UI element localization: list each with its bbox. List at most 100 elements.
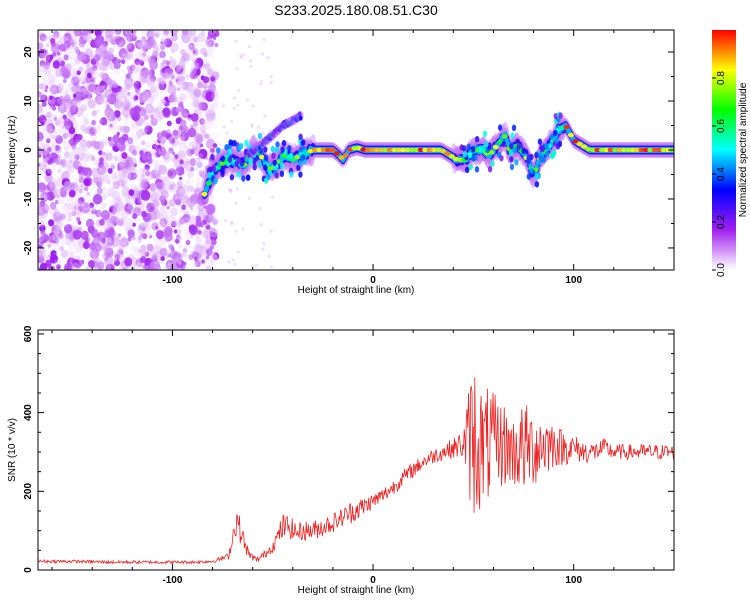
spectrogram-noise-cell — [143, 59, 146, 63]
spectrogram-noise-cell — [99, 71, 106, 79]
spectrogram-noise-cell — [134, 41, 138, 46]
spectrogram-burst-cell — [241, 175, 246, 182]
spectrogram-noise-cell — [160, 142, 166, 148]
spectrogram-noise-cell — [113, 130, 118, 136]
spectrogram-noise-cell — [87, 72, 92, 79]
snr-plot-area — [38, 330, 674, 570]
spectrogram-noise-cell — [38, 248, 43, 258]
spectrogram-noise-cell — [66, 238, 76, 249]
spectrogram-noise-cell — [38, 204, 46, 216]
spectrogram-noise-cell — [132, 222, 136, 227]
spectrogram-noise-cell — [38, 164, 43, 171]
spectrogram-noise-cell — [176, 83, 185, 93]
spectrogram-noise-cell — [152, 199, 161, 209]
spectrogram-noise-cell — [189, 249, 194, 254]
spectrogram-noise-cell — [175, 80, 184, 91]
spectrogram-noise-cell — [91, 127, 98, 134]
spectrogram-noise-cell — [97, 261, 105, 270]
spectrogram-peak-cell — [444, 151, 451, 156]
spectrogram-burst-cell — [228, 139, 233, 146]
spectrogram-burst-cell — [220, 155, 225, 162]
spectrogram-noise-cell — [80, 124, 87, 132]
spectrogram-noise-cell — [107, 193, 112, 198]
spectrogram-noise-cell — [197, 203, 204, 212]
spectrogram-noise-cell — [123, 221, 131, 231]
spectrogram-burst-cell — [509, 156, 514, 163]
spectrogram-noise-cell — [61, 204, 68, 213]
spectrogram-noise-cell — [78, 213, 86, 221]
spectrogram-noise-cell — [90, 68, 100, 78]
spectrogram-noise-cell — [40, 142, 46, 149]
spectrogram-noise-cell — [149, 75, 157, 83]
spectrogram-noise-cell — [98, 168, 102, 173]
spectrogram-noise-cell — [189, 82, 193, 87]
spectrogram-noise-cell — [200, 130, 207, 137]
spectrogram-noise-cell — [184, 164, 192, 172]
spectrogram-burst-cell — [541, 156, 547, 164]
spectrogram-noise-cell — [168, 184, 174, 190]
spectrogram-noise-cell — [55, 199, 59, 205]
spectrogram-peak-cell — [422, 147, 429, 153]
spectrogram-noise-cell — [71, 144, 77, 150]
spectrogram-noise-cell — [99, 119, 104, 124]
spectrogram-noise-cell — [141, 168, 148, 176]
spectrogram-noise-cell — [151, 80, 160, 90]
spectrogram-noise-cell — [48, 219, 55, 227]
spectrogram-noise-cell — [117, 158, 123, 165]
spectrogram-peak-cell — [431, 147, 437, 153]
spectrogram-noise-cell — [160, 103, 165, 109]
spectrogram-noise-cell — [176, 64, 182, 71]
spectrogram-noise-cell — [139, 98, 143, 103]
spectrogram-noise-cell — [116, 142, 122, 148]
spectrogram-noise-cell — [38, 182, 46, 193]
spectrogram-noise-cell — [149, 30, 155, 36]
spectrogram-noise-cell — [39, 224, 46, 233]
spectrogram-noise-cell — [190, 166, 195, 172]
spectrogram-noise-cell — [48, 79, 55, 87]
spectrogram-noise-cell — [150, 117, 158, 126]
spectrogram-noise-cell — [135, 65, 143, 74]
spectrogram-noise-cell — [179, 119, 187, 128]
spectrogram-noise-cell — [57, 164, 67, 174]
spectrogram-noise-cell — [46, 111, 52, 119]
spectrogram-noise-cell — [90, 117, 98, 126]
spectrogram-noise-cell — [182, 34, 190, 43]
spectrogram-noise-cell — [42, 136, 47, 142]
spectrogram-peak-cell — [325, 147, 332, 153]
spectrogram-noise-cell — [88, 260, 95, 268]
spectrogram-noise-cell — [247, 45, 252, 49]
spectrogram-noise-cell — [258, 206, 262, 210]
spectrogram-noise-cell — [140, 264, 144, 268]
spectrogram-noise-cell — [190, 68, 197, 76]
spectrogram-noise-cell — [147, 80, 155, 89]
spectrogram-noise-cell — [146, 96, 153, 103]
spectrogram-noise-cell — [112, 256, 118, 263]
spectrogram-noise-cell — [153, 237, 159, 244]
spectrogram-noise-cell — [184, 158, 190, 164]
spectrogram-noise-cell — [213, 30, 220, 38]
spectrogram-peak-cell — [219, 161, 226, 166]
spectrogram-noise-cell — [80, 96, 85, 101]
spectrogram-noise-cell — [203, 57, 210, 64]
spectrogram-noise-cell — [78, 126, 85, 135]
spectrogram-noise-cell — [73, 205, 77, 210]
spectrogram-burst-cell — [537, 138, 543, 145]
spectrogram-noise-cell — [85, 218, 95, 229]
y-tick-label: -10 — [23, 191, 34, 206]
y-tick-label: 0 — [23, 567, 34, 573]
spectrogram-noise-cell — [129, 107, 139, 117]
spectrogram-burst-cell — [239, 160, 245, 167]
spectrogram-peak-cell — [620, 147, 627, 153]
spectrogram-noise-cell — [132, 213, 138, 220]
spectrogram-noise-cell — [179, 176, 183, 181]
spectrogram-noise-cell — [104, 30, 114, 39]
spectrogram-noise-cell — [167, 168, 177, 179]
spectrogram-peak-cell — [457, 157, 464, 162]
spectrogram-noise-cell — [159, 37, 168, 47]
spectrogram-noise-cell — [181, 153, 189, 162]
spectrogram-burst-cell — [227, 156, 232, 163]
spectrogram-burst-cell — [299, 154, 305, 162]
spectrogram-noise-cell — [193, 36, 199, 43]
spectrogram-noise-cell — [146, 202, 155, 213]
